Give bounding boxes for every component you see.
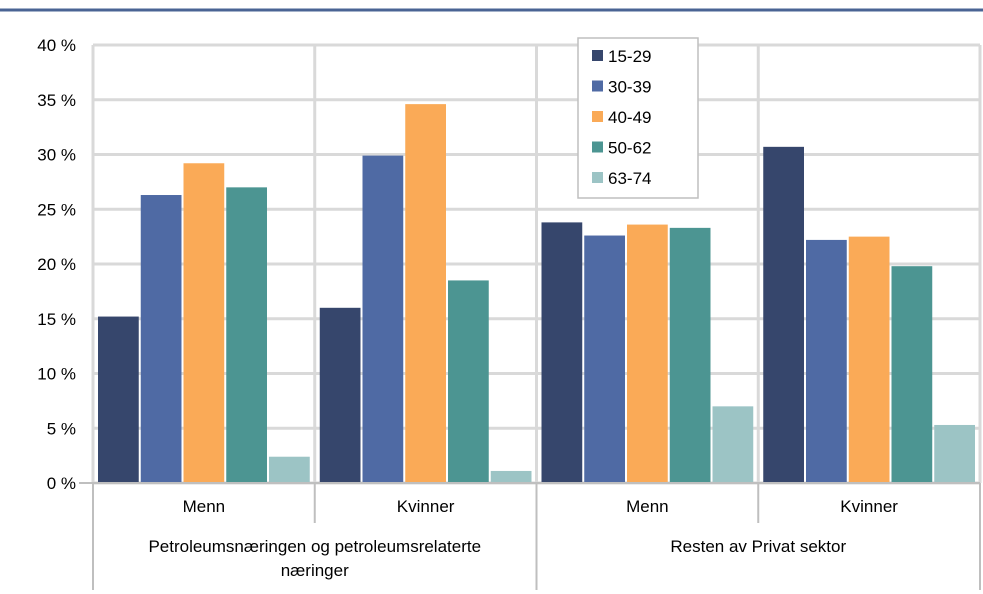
- legend-label: 40-49: [608, 108, 651, 127]
- legend-swatch: [592, 111, 603, 122]
- y-tick-label: 5 %: [47, 419, 76, 438]
- x-category-label: Kvinner: [840, 497, 898, 516]
- bar: [490, 470, 532, 483]
- bar: [269, 456, 310, 483]
- x-group-label: Petroleumsnæringen og petroleumsrelatert…: [148, 537, 481, 556]
- bar: [319, 307, 361, 483]
- bar: [183, 163, 225, 483]
- bar: [584, 235, 625, 483]
- bar: [891, 266, 933, 483]
- bar: [362, 155, 404, 483]
- bar: [140, 195, 182, 483]
- x-category-label: Menn: [626, 497, 669, 516]
- x-group-label: næringer: [281, 561, 349, 580]
- group-labels: Petroleumsnæringen og petroleumsrelatert…: [148, 537, 846, 580]
- bar: [627, 224, 668, 483]
- x-axis: [79, 482, 981, 590]
- y-tick-label: 35 %: [37, 91, 76, 110]
- x-category-label: Kvinner: [397, 497, 455, 516]
- category-labels: Menn Kvinner Menn Kvinner: [183, 497, 899, 516]
- bar: [806, 239, 847, 483]
- legend-swatch: [592, 80, 603, 92]
- bar: [934, 424, 975, 483]
- legend: 15-29 30-39 40-49 50-62 63-74: [577, 37, 699, 199]
- y-tick-label: 0 %: [47, 474, 76, 493]
- x-group-label: Resten av Privat sektor: [670, 537, 846, 556]
- bar: [98, 316, 139, 483]
- x-category-label: Menn: [183, 497, 226, 516]
- legend-swatch: [592, 172, 603, 183]
- bar: [541, 222, 583, 483]
- y-tick-label: 40 %: [37, 36, 76, 55]
- legend-label: 15-29: [608, 47, 651, 66]
- legend-swatch: [592, 50, 603, 61]
- bar: [448, 280, 489, 483]
- bar: [848, 236, 890, 483]
- bar: [712, 406, 754, 483]
- bar: [669, 227, 711, 483]
- legend-label: 63-74: [608, 169, 651, 188]
- y-tick-label: 20 %: [37, 255, 76, 274]
- legend-swatch: [592, 141, 603, 153]
- legend-label: 30-39: [608, 78, 651, 97]
- y-tick-label: 30 %: [37, 146, 76, 165]
- legend-label: 50-62: [608, 139, 651, 158]
- y-tick-label: 15 %: [37, 310, 76, 329]
- bar: [763, 146, 804, 483]
- y-tick-label: 10 %: [37, 365, 76, 384]
- bar: [226, 187, 267, 483]
- bars: [98, 104, 975, 483]
- y-tick-label: 25 %: [37, 200, 76, 219]
- bar: [405, 104, 446, 483]
- y-axis-ticks: 0 % 5 % 10 % 15 % 20 % 25 % 30 % 35 % 40 %: [37, 36, 76, 493]
